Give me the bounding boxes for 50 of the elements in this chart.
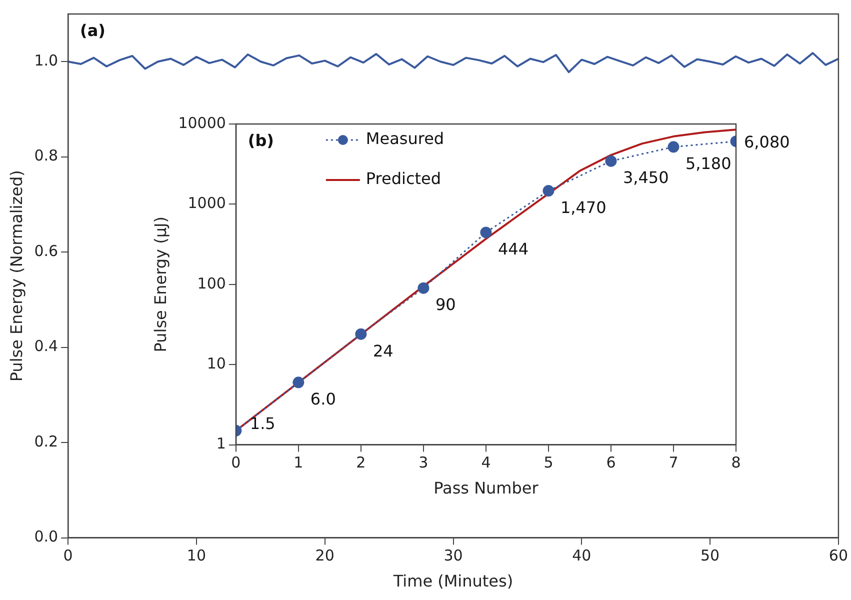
legend-label: Measured	[366, 129, 444, 148]
data-label: 1.5	[250, 414, 276, 433]
point	[355, 328, 367, 340]
point	[668, 141, 680, 153]
data-label: 1,470	[560, 198, 606, 217]
data-label: 444	[498, 240, 529, 259]
y-tick-label: 0.8	[34, 146, 58, 165]
x-tick-label: 6	[606, 454, 616, 472]
x-tick-label: 20	[315, 546, 334, 565]
y-axis-title: Pulse Energy (µJ)	[150, 216, 170, 352]
data-label: 24	[372, 341, 394, 360]
data-label: 90	[435, 295, 456, 314]
data-label: 5,180	[685, 154, 732, 174]
point	[418, 282, 430, 294]
y-axis-title: Pulse Energy (Normalized)	[6, 170, 26, 382]
x-tick-label: 4	[481, 454, 491, 472]
x-axis-title: Pass Number	[434, 478, 539, 498]
y-tick-label: 0.2	[34, 432, 58, 450]
annotation: (a)	[80, 21, 106, 40]
data-label: 6.0	[310, 390, 336, 409]
y-tick-label: 1000	[188, 194, 226, 212]
data-label: 3,450	[622, 168, 669, 188]
y-tick-label: 100	[197, 274, 226, 292]
x-tick-label: 50	[700, 546, 720, 565]
data-label: 6,080	[744, 132, 790, 152]
point	[292, 376, 304, 388]
x-tick-label: 40	[572, 546, 592, 565]
point	[605, 155, 617, 167]
point	[542, 185, 554, 197]
x-tick-label: 8	[731, 454, 741, 472]
y-tick-label: 0.6	[34, 242, 58, 260]
point	[480, 226, 492, 238]
x-tick-label: 2	[356, 454, 366, 472]
y-tick-label: 0.4	[34, 337, 58, 356]
x-axis-title: Time (Minutes)	[392, 572, 514, 591]
x-tick-label: 1	[294, 454, 304, 472]
y-tick-label: 1.0	[34, 52, 58, 70]
x-tick-label: 7	[668, 454, 678, 472]
x-tick-label: 0	[63, 546, 73, 565]
y-tick-label: 10	[206, 354, 226, 372]
y-tick-label: 1	[216, 434, 226, 453]
y-tick-label: 0.0	[34, 528, 58, 546]
y-tick-label: 10000	[178, 114, 226, 132]
annotation: (b)	[248, 131, 274, 150]
x-tick-label: 5	[544, 454, 554, 472]
x-tick-label: 60	[828, 546, 848, 565]
x-tick-label: 0	[231, 454, 241, 472]
x-tick-label: 30	[444, 546, 463, 565]
legend-label: Predicted	[366, 169, 442, 188]
x-tick-label: 3	[418, 454, 428, 472]
